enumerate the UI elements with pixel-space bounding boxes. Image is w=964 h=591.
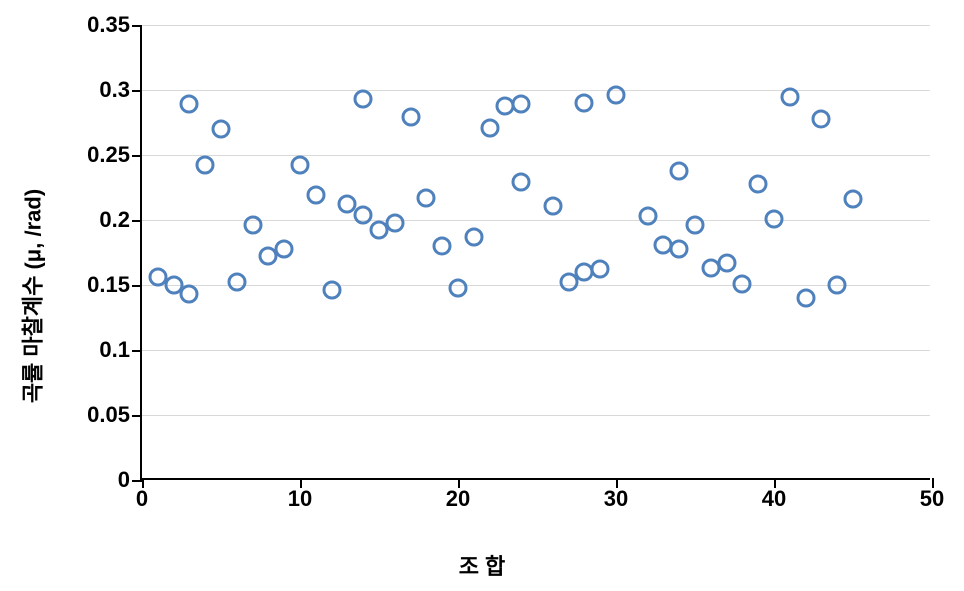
data-point	[449, 278, 468, 297]
y-axis-label: 곡률 마찰계수 (μ, /rad)	[15, 188, 47, 402]
data-point	[575, 94, 594, 113]
data-point	[385, 213, 404, 232]
data-point	[780, 87, 799, 106]
x-tick-label: 20	[446, 478, 470, 512]
x-tick-label: 50	[920, 478, 944, 512]
data-point	[812, 109, 831, 128]
data-point	[196, 156, 215, 175]
data-point	[607, 86, 626, 105]
plot-area: 00.050.10.150.20.250.30.3501020304050	[140, 25, 930, 480]
data-point	[512, 95, 531, 114]
y-tick-label: 0.05	[87, 402, 142, 428]
gridline	[142, 90, 930, 91]
gridline	[142, 350, 930, 351]
data-point	[543, 196, 562, 215]
data-point	[796, 289, 815, 308]
data-point	[433, 237, 452, 256]
y-tick-label: 0.2	[99, 207, 142, 233]
data-point	[401, 108, 420, 127]
data-point	[354, 205, 373, 224]
data-point	[322, 281, 341, 300]
data-point	[212, 120, 231, 139]
data-point	[243, 216, 262, 235]
data-point	[749, 174, 768, 193]
data-point	[765, 209, 784, 228]
x-axis-label: 조 합	[459, 549, 506, 581]
data-point	[717, 253, 736, 272]
gridline	[142, 285, 930, 286]
x-tick-label: 0	[136, 478, 148, 512]
data-point	[275, 239, 294, 258]
x-tick-label: 30	[604, 478, 628, 512]
gridline	[142, 415, 930, 416]
data-point	[306, 186, 325, 205]
y-tick-label: 0.15	[87, 272, 142, 298]
data-point	[638, 207, 657, 226]
data-point	[591, 260, 610, 279]
data-point	[733, 274, 752, 293]
data-point	[844, 190, 863, 209]
data-point	[354, 90, 373, 109]
data-point	[417, 188, 436, 207]
data-point	[670, 161, 689, 180]
data-point	[686, 216, 705, 235]
data-point	[180, 285, 199, 304]
x-tick-label: 10	[288, 478, 312, 512]
y-tick-label: 0.25	[87, 142, 142, 168]
gridline	[142, 155, 930, 156]
data-point	[670, 239, 689, 258]
data-point	[828, 276, 847, 295]
data-point	[180, 95, 199, 114]
y-tick-label: 0.3	[99, 77, 142, 103]
data-point	[464, 227, 483, 246]
gridline	[142, 25, 930, 26]
y-tick-label: 0.35	[87, 12, 142, 38]
y-tick-label: 0.1	[99, 337, 142, 363]
scatter-chart: 곡률 마찰계수 (μ, /rad) 조 합 00.050.10.150.20.2…	[10, 10, 954, 581]
data-point	[227, 273, 246, 292]
data-point	[480, 118, 499, 137]
data-point	[512, 173, 531, 192]
x-tick-label: 40	[762, 478, 786, 512]
data-point	[291, 156, 310, 175]
